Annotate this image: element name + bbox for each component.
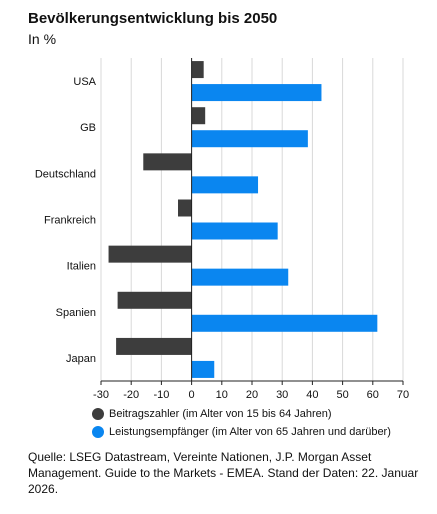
x-tick-label-1: -20 (123, 389, 139, 400)
x-tick-label-2: -10 (153, 389, 169, 400)
category-label-0: USA (73, 76, 96, 88)
bar-s0-0 (191, 61, 204, 79)
source-note: Quelle: LSEG Datastream, Vereinte Nation… (28, 450, 419, 496)
x-tick-label-4: 10 (216, 389, 228, 400)
legend-label-contributors: Beitragszahler (im Alter von 15 bis 64 J… (109, 408, 332, 420)
bar-s0-6 (116, 337, 192, 355)
category-label-1: GB (80, 122, 96, 134)
x-tick-label-3: 0 (189, 389, 195, 400)
category-label-4: Italien (67, 261, 96, 273)
bar-s1-1 (191, 130, 308, 148)
category-label-3: Frankreich (44, 215, 96, 227)
legend-item-recipients: Leistungsempfänger (im Alter von 65 Jahr… (92, 426, 391, 438)
legend-item-contributors: Beitragszahler (im Alter von 15 bis 64 J… (92, 408, 332, 420)
bar-s1-2 (191, 176, 259, 194)
x-tick-label-5: 20 (246, 389, 258, 400)
chart-title: Bevölkerungsentwicklung bis 2050 (28, 10, 278, 27)
bar-s1-5 (191, 314, 378, 332)
bar-s1-0 (191, 84, 322, 102)
x-tick-label-10: 70 (397, 389, 409, 400)
bar-s0-4 (108, 245, 192, 263)
category-label-5: Spanien (56, 307, 96, 319)
bar-s1-4 (191, 268, 289, 286)
bar-s0-5 (117, 291, 192, 309)
bar-s0-2 (143, 153, 192, 171)
x-tick-label-6: 30 (276, 389, 288, 400)
bar-s1-6 (191, 360, 215, 378)
x-tick-label-7: 40 (306, 389, 318, 400)
bar-s1-3 (191, 222, 278, 240)
x-tick-label-9: 60 (367, 389, 379, 400)
bar-chart: USA GB Deutschland Frankreich Italien Spanien… (35, 58, 409, 400)
bar-s0-1 (191, 107, 206, 125)
legend-swatch-contributors (92, 408, 104, 420)
legend-swatch-recipients (92, 426, 104, 438)
x-tick-label-0: -30 (93, 389, 109, 400)
legend-label-recipients: Leistungsempfänger (im Alter von 65 Jahr… (109, 426, 391, 438)
category-label-2: Deutschland (35, 168, 96, 180)
bar-s0-3 (178, 199, 192, 217)
x-tick-label-8: 50 (336, 389, 348, 400)
chart-subtitle: In % (28, 31, 57, 47)
category-label-6: Japan (66, 353, 96, 365)
